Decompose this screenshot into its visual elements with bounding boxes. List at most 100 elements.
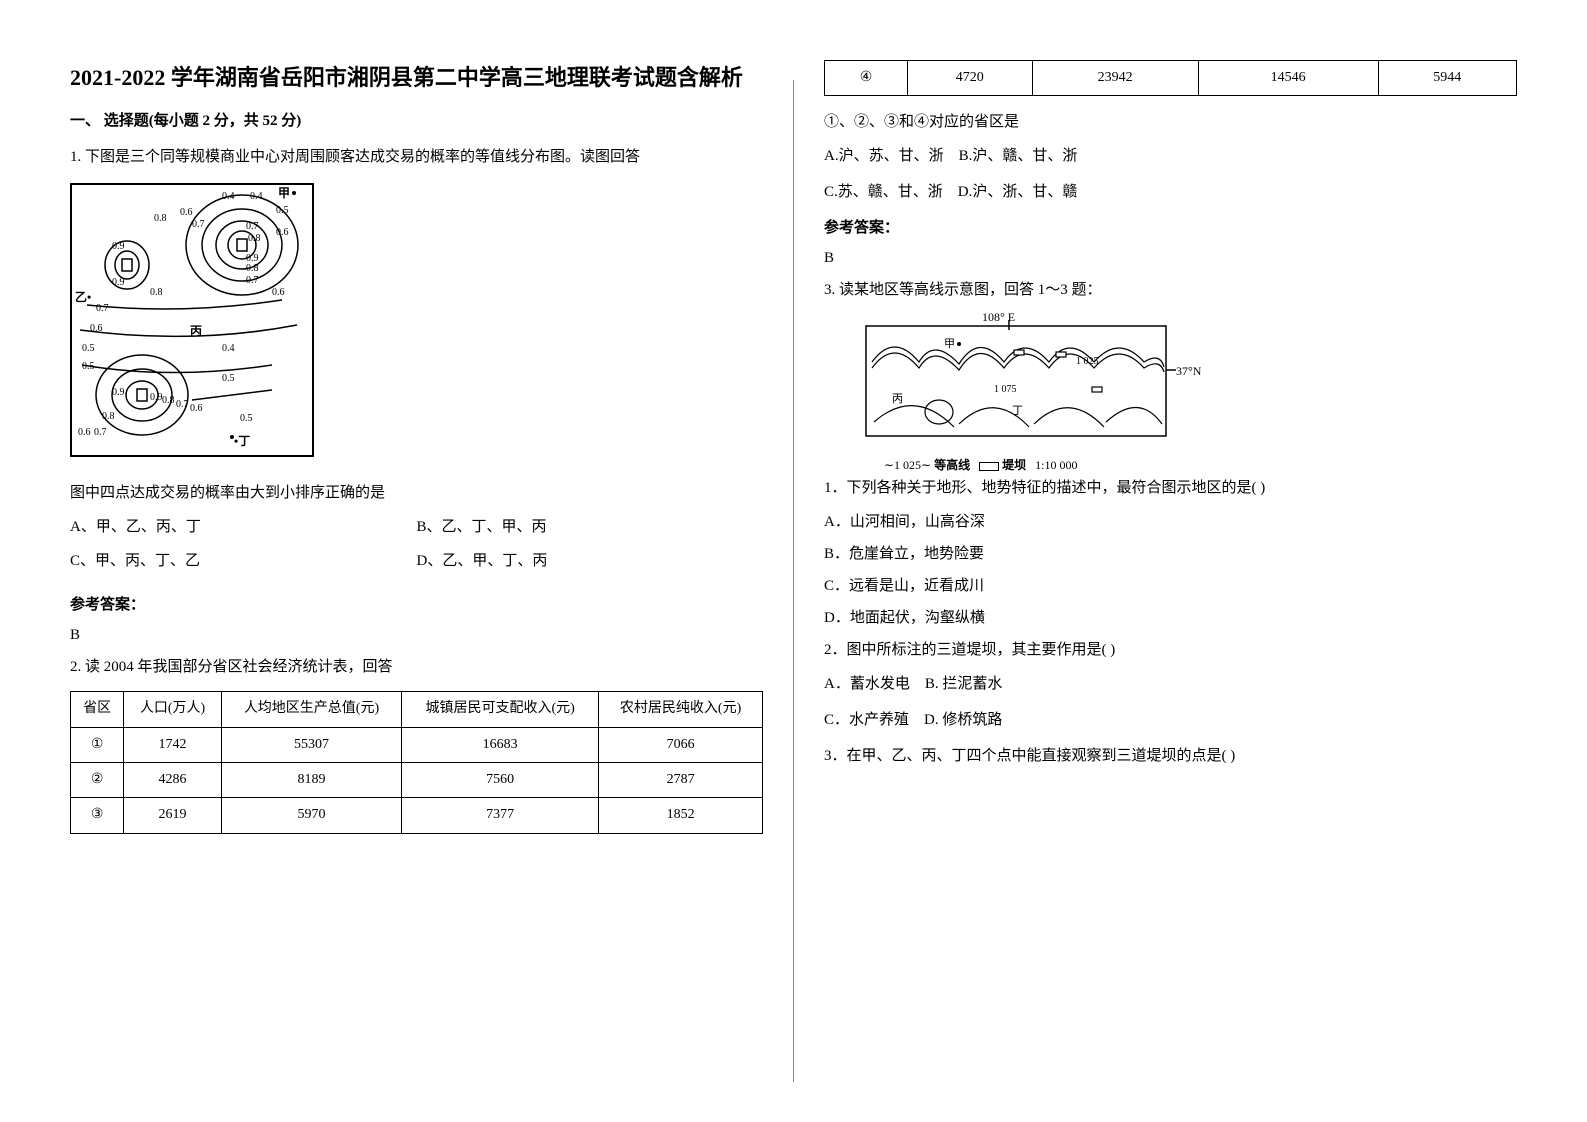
val-09c: 0.9 bbox=[112, 387, 125, 398]
map-svg: 甲 丙 丁 1 075 1 025 bbox=[864, 312, 1204, 447]
section-header: 一、 选择题(每小题 2 分，共 52 分) bbox=[70, 109, 763, 133]
label-bing: 丙 bbox=[190, 324, 202, 338]
cell: ① bbox=[71, 727, 124, 762]
q3s2-row2: C．水产养殖 D. 修桥筑路 bbox=[824, 708, 1517, 732]
q2-table-cont: ④ 4720 23942 14546 5944 bbox=[824, 60, 1517, 96]
val-07b: 0.7 bbox=[246, 275, 259, 286]
map-jia: 甲 bbox=[944, 338, 955, 350]
val-06d: 0.6 bbox=[90, 323, 103, 334]
q3s1-a: A．山河相间，山高谷深 bbox=[824, 510, 1517, 534]
q1-choices: A、甲、乙、丙、丁 B、乙、丁、甲、丙 C、甲、丙、丁、乙 D、乙、甲、丁、丙 bbox=[70, 515, 763, 583]
legend-contour-sym: ∼1 025∼ bbox=[884, 458, 931, 472]
q1-answer-label: 参考答案： bbox=[70, 593, 763, 617]
q2-choice-d: D.沪、浙、甘、赣 bbox=[958, 184, 1078, 200]
th-gdp: 人均地区生产总值(元) bbox=[221, 692, 401, 727]
legend-dam-icon bbox=[979, 462, 999, 471]
lon-label: 108° E bbox=[982, 308, 1015, 327]
val-05b: 0.5 bbox=[82, 343, 95, 354]
cell: 16683 bbox=[402, 727, 599, 762]
th-province: 省区 bbox=[71, 692, 124, 727]
document-title: 2021-2022 学年湖南省岳阳市湘阴县第二中学高三地理联考试题含解析 bbox=[70, 60, 763, 95]
table-row: ③ 2619 5970 7377 1852 bbox=[71, 798, 763, 833]
table-header-row: 省区 人口(万人) 人均地区生产总值(元) 城镇居民可支配收入(元) 农村居民纯… bbox=[71, 692, 763, 727]
table-row: ② 4286 8189 7560 2787 bbox=[71, 762, 763, 797]
cell: 4720 bbox=[908, 61, 1033, 96]
right-column: ④ 4720 23942 14546 5944 ①、②、③和④对应的省区是 A.… bbox=[794, 60, 1547, 1122]
val-07a: 0.7 bbox=[246, 221, 259, 232]
val-08a: 0.8 bbox=[248, 233, 261, 244]
q3s1-d: D．地面起伏，沟壑纵横 bbox=[824, 606, 1517, 630]
q3-sub2-prompt: 2．图中所标注的三道堤坝，其主要作用是( ) bbox=[824, 638, 1517, 662]
q2-table: 省区 人口(万人) 人均地区生产总值(元) 城镇居民可支配收入(元) 农村居民纯… bbox=[70, 691, 763, 834]
val-07e: 0.7 bbox=[176, 399, 189, 410]
q3-sub3-prompt: 3．在甲、乙、丙、丁四个点中能直接观察到三道堤坝的点是( ) bbox=[824, 744, 1517, 768]
cell: 4286 bbox=[124, 762, 222, 797]
val-05d: 0.5 bbox=[222, 373, 235, 384]
q1-figure: 0.4 0.4 0.5 0.6 0.7 0.8 0.9 0.8 0.7 0.6 … bbox=[70, 183, 314, 457]
legend-contour: 等高线 bbox=[934, 458, 970, 472]
q3s2-row1: A．蓄水发电 B. 拦泥蓄水 bbox=[824, 672, 1517, 696]
q1-choice-b: B、乙、丁、甲、丙 bbox=[417, 515, 764, 539]
page-container: 2021-2022 学年湖南省岳阳市湘阴县第二中学高三地理联考试题含解析 一、 … bbox=[0, 0, 1587, 1122]
val-06c: 0.6 bbox=[180, 207, 193, 218]
cell: 5944 bbox=[1378, 61, 1516, 96]
cv-1075: 1 075 bbox=[994, 384, 1017, 395]
map-ding: 丁 bbox=[1012, 405, 1023, 417]
map-legend: ∼1 025∼ 等高线 堤坝 1:10 000 bbox=[884, 456, 1204, 475]
cell: ③ bbox=[71, 798, 124, 833]
q1-choice-c: C、甲、丙、丁、乙 bbox=[70, 549, 417, 573]
th-urban: 城镇居民可支配收入(元) bbox=[402, 692, 599, 727]
isoline-svg: 0.4 0.4 0.5 0.6 0.7 0.8 0.9 0.8 0.7 0.6 … bbox=[72, 185, 312, 455]
map-bing: 丙 bbox=[892, 393, 903, 405]
q2-choice-c: C.苏、赣、甘、浙 bbox=[824, 184, 943, 200]
cell: 7560 bbox=[402, 762, 599, 797]
q1-choice-d: D、乙、甲、丁、丙 bbox=[417, 549, 764, 573]
label-yi: 乙• bbox=[75, 290, 91, 304]
q3s2-d: D. 修桥筑路 bbox=[924, 712, 1002, 728]
cell: 2787 bbox=[599, 762, 763, 797]
val-05a: 0.5 bbox=[276, 205, 289, 216]
val-08f: 0.8 bbox=[102, 411, 115, 422]
cell: 23942 bbox=[1032, 61, 1198, 96]
val-07d: 0.7 bbox=[96, 303, 109, 314]
val-06a: 0.6 bbox=[276, 227, 289, 238]
q2-answer: B bbox=[824, 246, 1517, 270]
val-06e: 0.6 bbox=[190, 403, 203, 414]
val-06f: 0.6 bbox=[78, 427, 91, 438]
th-rural: 农村居民纯收入(元) bbox=[599, 692, 763, 727]
q2-stem: 2. 读 2004 年我国部分省区社会经济统计表，回答 bbox=[70, 655, 763, 679]
q1-answer: B bbox=[70, 623, 763, 647]
val-04b: 0.4 bbox=[250, 191, 263, 202]
q1-stem: 1. 下图是三个同等规模商业中心对周围顾客达成交易的概率的等值线分布图。读图回答 bbox=[70, 145, 763, 169]
val-09d: 0.9 bbox=[150, 392, 163, 403]
q2-answer-label: 参考答案： bbox=[824, 216, 1517, 240]
val-09b2: 0.9 bbox=[112, 277, 125, 288]
q1-prompt: 图中四点达成交易的概率由大到小排序正确的是 bbox=[70, 481, 763, 505]
q3-sub1-prompt: 1．下列各种关于地形、地势特征的描述中，最符合图示地区的是( ) bbox=[824, 476, 1517, 500]
q3s1-c: C．远看是山，近看成川 bbox=[824, 574, 1517, 598]
legend-dam: 堤坝 bbox=[1002, 458, 1026, 472]
q2-choice-a: A.沪、苏、甘、浙 bbox=[824, 148, 944, 164]
val-08d: 0.8 bbox=[150, 287, 163, 298]
val-08e: 0.8 bbox=[162, 395, 175, 406]
val-08b: 0.8 bbox=[246, 263, 259, 274]
q2-choice-row1: A.沪、苏、甘、浙 B.沪、赣、甘、浙 bbox=[824, 144, 1517, 168]
q2-prompt: ①、②、③和④对应的省区是 bbox=[824, 110, 1517, 134]
val-05c: 0.5 bbox=[82, 361, 95, 372]
th-pop: 人口(万人) bbox=[124, 692, 222, 727]
cell: 1742 bbox=[124, 727, 222, 762]
val-07f: 0.7 bbox=[94, 427, 107, 438]
lat-label: 37°N bbox=[1176, 362, 1201, 381]
val-04a: 0.4 bbox=[222, 191, 235, 202]
q3-stem: 3. 读某地区等高线示意图，回答 1～3 题： bbox=[824, 278, 1517, 302]
cell: 14546 bbox=[1198, 61, 1378, 96]
val-08c: 0.8 bbox=[154, 213, 167, 224]
q3s2-c: C．水产养殖 bbox=[824, 712, 909, 728]
q3s1-b: B．危崖耸立，地势险要 bbox=[824, 542, 1517, 566]
q3s2-b: B. 拦泥蓄水 bbox=[925, 676, 1003, 692]
val-04c: 0.4 bbox=[222, 343, 235, 354]
q3-figure: 甲 丙 丁 1 075 1 025 108° E 37°N ∼1 025∼ 等高… bbox=[864, 312, 1204, 462]
q2-choice-b: B.沪、赣、甘、浙 bbox=[959, 148, 1078, 164]
label-ding: •丁 bbox=[234, 434, 250, 448]
cell: 1852 bbox=[599, 798, 763, 833]
